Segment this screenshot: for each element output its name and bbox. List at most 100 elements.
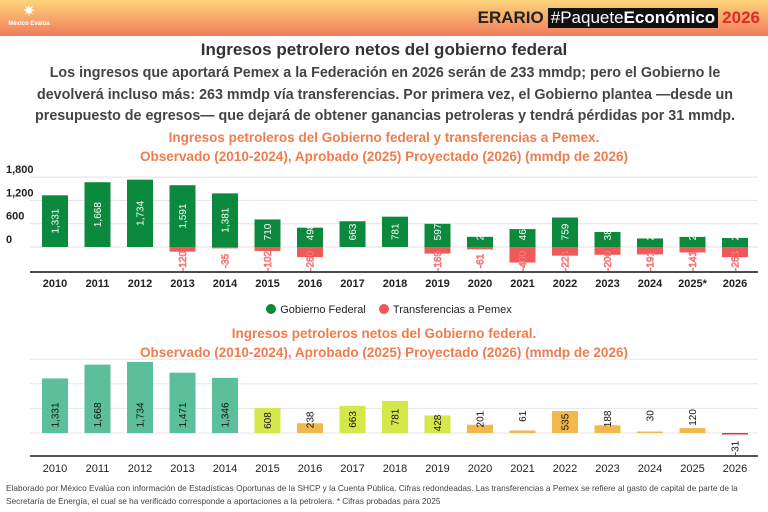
x-tick-label: 2026 (723, 278, 747, 290)
bar-net (509, 430, 536, 433)
chart2-title: Ingresos petroleros netos del Gobierno f… (0, 324, 768, 362)
legend-federal-label: Gobierno Federal (280, 304, 366, 316)
brand-erario: ERARIO (477, 8, 544, 27)
chart1-title: Ingresos petroleros del Gobierno federal… (0, 128, 768, 166)
y-tick-label: 600 (6, 211, 24, 223)
bar-net (339, 405, 366, 433)
logo-text: México Evalúa (8, 21, 50, 27)
chart1-svg: 1,800 1,200 600 0 1,331 2010 1,668 2011 1,734 201… (6, 165, 758, 290)
bar-federal-label: 1,668 (93, 202, 104, 227)
x-tick-label: 2017 (340, 278, 364, 290)
x-tick-label: 2023 (595, 278, 619, 290)
bar-net-label: 1,471 (178, 402, 189, 427)
bar-transfer (467, 247, 493, 250)
x-tick-label: 2014 (213, 278, 238, 290)
bar-net (84, 364, 111, 433)
bar-transfer-label: -263 (731, 251, 742, 271)
x-tick-label: 2012 (128, 463, 152, 475)
bar-transfer-label: -223 (561, 251, 572, 271)
bar-net-label: 535 (561, 413, 572, 430)
lead-paragraph: Los ingresos que aportará Pemex a la Fed… (35, 65, 735, 124)
bar-net (467, 424, 493, 433)
x-tick-label: 2021 (510, 463, 534, 475)
bar-federal (552, 217, 578, 247)
bar-transfer-label: -61 (476, 253, 487, 268)
bar-federal-label: 1,381 (221, 207, 232, 232)
bar-net (169, 372, 196, 433)
brand-hashtag: #PaqueteEconómico (547, 8, 719, 28)
bar-transfer (169, 247, 196, 252)
bar-federal-label: 710 (263, 223, 274, 240)
bar-net-label: 1,734 (136, 402, 147, 427)
x-tick-label: 2015 (255, 278, 279, 290)
hashtag-bold: Económico (623, 8, 716, 27)
x-tick-label: 2017 (340, 463, 364, 475)
brand-year: 2026 (722, 8, 760, 27)
bar-transfer-label: -400 (518, 251, 529, 271)
logo-star-icon: ✷ (22, 3, 36, 20)
bar-net-label: 1,668 (93, 402, 104, 427)
bar-transfer (509, 247, 536, 263)
x-tick-label: 2018 (383, 463, 407, 475)
legend-federal-swatch (266, 304, 277, 314)
bar-net (254, 408, 281, 433)
bar-transfer-label: -120 (178, 251, 189, 271)
bar-transfer (679, 247, 706, 253)
bar-net (42, 378, 68, 433)
chart2-title-line2: Observado (2010-2024), Aprobado (2025) P… (140, 345, 628, 360)
bar-net-label: 781 (391, 408, 402, 425)
x-tick-label: 2010 (43, 463, 67, 475)
x-tick-label: 2016 (298, 278, 322, 290)
x-tick-label: 2012 (128, 278, 152, 290)
bar-net-label: 1,331 (51, 402, 62, 427)
bar-federal (424, 223, 451, 247)
chart2-title-line1: Ingresos petroleros netos del Gobierno f… (231, 326, 537, 341)
x-tick-label: 2022 (553, 278, 577, 290)
bar-federal-label: 781 (391, 223, 402, 240)
x-tick-label: 2020 (468, 463, 492, 475)
bar-net (594, 425, 621, 433)
x-tick-label: 2024 (638, 278, 663, 290)
x-tick-label: 2019 (425, 278, 449, 290)
bar-transfer (637, 247, 663, 255)
bar-federal-label: 262 (476, 223, 487, 240)
bar-federal-label: 388 (603, 223, 614, 240)
bar-federal (254, 219, 281, 247)
bar-federal (169, 185, 196, 247)
bar-federal-label: 759 (561, 223, 572, 240)
chart1-legend: Gobierno Federal Transferencias a Pemex (0, 304, 768, 316)
bar-net-label: 120 (688, 409, 699, 426)
bar-federal (339, 221, 366, 247)
x-tick-label: 2025 (680, 463, 704, 475)
bar-net-label: -31 (731, 440, 742, 455)
bar-transfer (212, 247, 238, 249)
footnote: Elaborado por México Evalúa con informac… (6, 483, 738, 506)
x-tick-label: 2014 (213, 463, 237, 475)
bar-federal (212, 193, 238, 247)
x-tick-label: 2015 (255, 463, 279, 475)
x-tick-label: 2011 (86, 463, 110, 475)
bar-transfer-label: -35 (221, 253, 232, 268)
y-tick-label: 1,800 (6, 165, 34, 176)
x-tick-label: 2016 (298, 463, 322, 475)
bar-federal-label: 597 (433, 223, 444, 240)
bar-net-label: 663 (348, 411, 359, 428)
mexico-evalua-logo: ✷ México Evalúa (6, 3, 52, 27)
bar-federal-label: 461 (518, 223, 529, 240)
bar-net (679, 428, 706, 433)
bar-net (212, 377, 238, 433)
bar-transfer-label: -141 (688, 251, 699, 271)
x-tick-label: 2026 (723, 463, 747, 475)
chart2-svg: 1,331 2010 1,668 2011 1,734 2012 1,471 2013 1,34… (30, 358, 758, 475)
bar-federal (679, 236, 706, 247)
bar-net (127, 361, 153, 433)
bar-net-label: 428 (433, 414, 444, 431)
x-tick-label: 2010 (43, 278, 67, 290)
bar-transfer-label: -191 (646, 251, 657, 271)
bar-federal (84, 182, 111, 247)
bar-federal-label: 1,591 (178, 203, 189, 228)
bar-net-label: 61 (518, 410, 529, 422)
bar-federal (127, 179, 153, 247)
legend-transfer-label: Transferencias a Pemex (392, 304, 512, 316)
x-tick-label: 2025* (678, 278, 707, 290)
